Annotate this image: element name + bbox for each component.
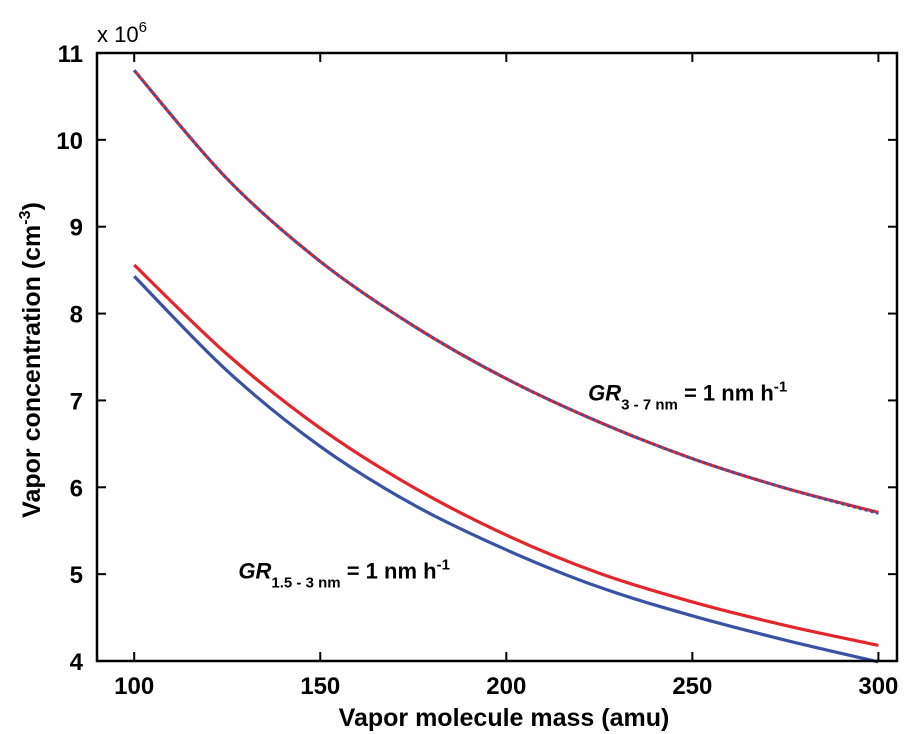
x-tick-label: 100	[114, 673, 154, 700]
annotation-2: GR1.5 - 3 nm = 1 nm h-1	[238, 556, 450, 591]
x-axis-title: Vapor molecule mass (amu)	[339, 704, 670, 732]
y-tick-label: 6	[70, 475, 83, 502]
y-multiplier-exponent: 6	[139, 19, 147, 36]
series-line-2	[133, 275, 879, 664]
annotation-symbol: GR	[588, 380, 621, 405]
annotation-symbol: GR	[238, 558, 271, 583]
x-tick-label: 150	[300, 673, 340, 700]
annotation-superscript: -1	[437, 556, 450, 573]
annotation-1: GR3 - 7 nm = 1 nm h-1	[588, 378, 787, 413]
y-multiplier-base: x 10	[97, 22, 139, 47]
series-line-1	[133, 263, 879, 647]
series-line-3	[132, 69, 879, 515]
annotation-subscript: 1.5 - 3 nm	[271, 574, 340, 591]
y-axis-title-main: Vapor concentration (cm	[18, 225, 46, 518]
x-tick-label: 300	[858, 673, 898, 700]
y-axis-title: Vapor concentration (cm-3)	[17, 202, 46, 518]
y-tick-label: 11	[58, 41, 83, 68]
y-multiplier: x 106	[97, 19, 147, 47]
y-axis-title-close: )	[18, 202, 46, 210]
annotation-value: = 1 nm h	[678, 380, 774, 405]
annotation-subscript: 3 - 7 nm	[621, 396, 678, 413]
series-line-4	[133, 69, 879, 515]
annotation-value: = 1 nm h	[341, 558, 437, 583]
x-tick-label: 250	[672, 673, 712, 700]
y-tick-label: 5	[70, 562, 83, 589]
series-layer	[132, 69, 879, 664]
y-tick-label: 7	[70, 388, 83, 415]
plot-frame	[95, 51, 899, 663]
ticks-layer: 100 150 200 250 300 4 5 6 7 8 9 10 11	[56, 41, 898, 700]
x-tick-label: 200	[486, 673, 526, 700]
y-tick-label: 4	[70, 649, 84, 676]
axes-layer	[95, 51, 899, 663]
y-tick-label: 8	[70, 302, 83, 329]
y-tick-label: 9	[70, 215, 83, 242]
y-tick-label: 10	[56, 128, 83, 155]
annotation-superscript: -1	[774, 378, 787, 395]
y-axis-title-exponent: -3	[17, 210, 34, 224]
